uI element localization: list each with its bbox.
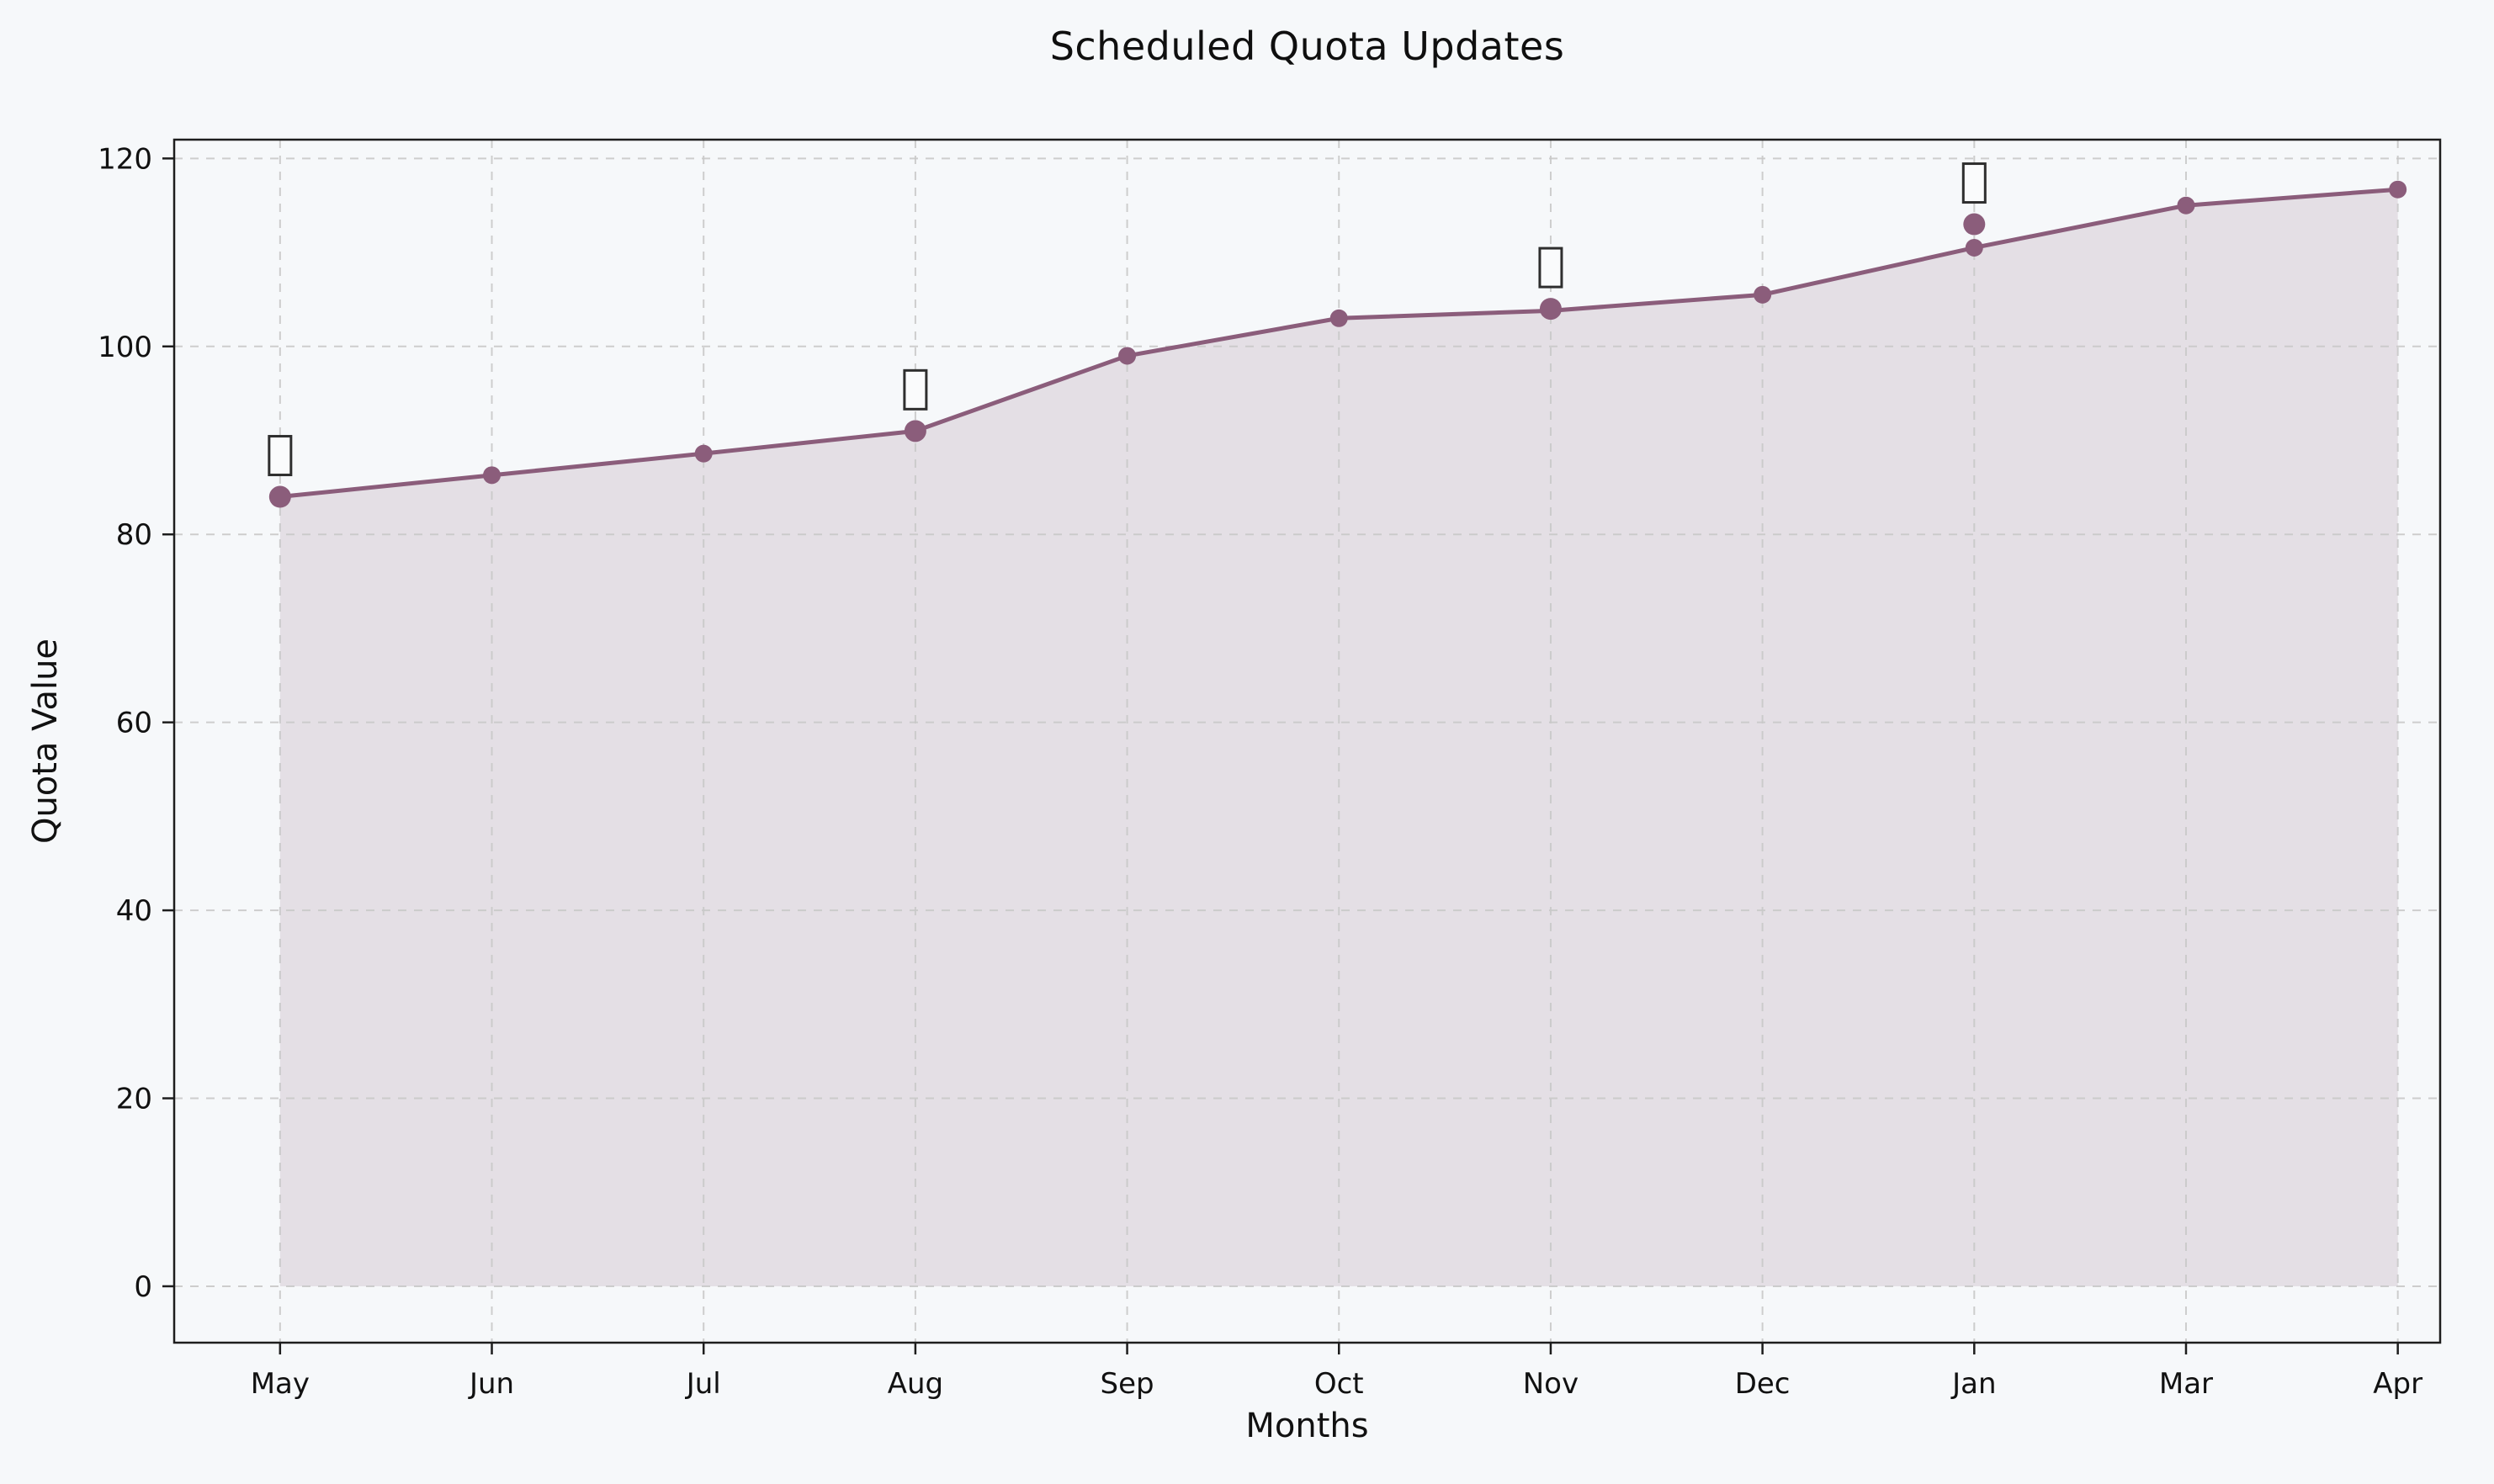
- y-tick-label: 60: [116, 707, 152, 740]
- x-tick-label: Nov: [1523, 1367, 1579, 1401]
- line-marker: [694, 444, 713, 463]
- x-tick-label: Jan: [1950, 1367, 1996, 1401]
- event-marker: [904, 420, 926, 443]
- x-tick-label: Aug: [888, 1367, 943, 1401]
- line-marker: [2177, 196, 2195, 215]
- x-tick-label: Jul: [685, 1367, 721, 1401]
- y-tick-label: 80: [116, 518, 152, 552]
- line-marker: [1329, 309, 1348, 327]
- missing-glyph-annotation-icon: [903, 368, 928, 411]
- missing-glyph-annotation-icon: [1961, 162, 1987, 204]
- y-tick-label: 120: [98, 142, 152, 176]
- y-tick-label: 0: [134, 1270, 152, 1304]
- missing-glyph-annotation-icon: [1538, 246, 1563, 289]
- line-marker: [1118, 347, 1137, 365]
- y-tick-label: 20: [116, 1083, 152, 1116]
- y-tick-label: 100: [98, 331, 152, 364]
- x-tick-label: May: [251, 1367, 310, 1401]
- missing-glyph-annotation-icon: [268, 435, 293, 477]
- x-tick-label: Dec: [1735, 1367, 1791, 1401]
- x-tick-label: Oct: [1314, 1367, 1364, 1401]
- line-marker: [1965, 238, 1983, 257]
- x-tick-label: Mar: [2159, 1367, 2213, 1401]
- line-marker: [483, 466, 501, 485]
- y-tick-label: 40: [116, 894, 152, 928]
- chart-title: Scheduled Quota Updates: [1049, 24, 1565, 69]
- line-marker: [2389, 180, 2407, 199]
- x-tick-label: Jun: [468, 1367, 514, 1401]
- event-marker: [268, 485, 291, 508]
- x-tick-label: Sep: [1101, 1367, 1154, 1401]
- event-marker: [1539, 298, 1562, 321]
- y-axis-label: Quota Value: [26, 638, 65, 845]
- x-tick-label: Apr: [2373, 1367, 2422, 1401]
- event-marker: [1963, 213, 1986, 236]
- line-marker: [1754, 285, 1772, 304]
- axis-spine: [172, 138, 2442, 1344]
- x-axis-label: Months: [1245, 1407, 1369, 1445]
